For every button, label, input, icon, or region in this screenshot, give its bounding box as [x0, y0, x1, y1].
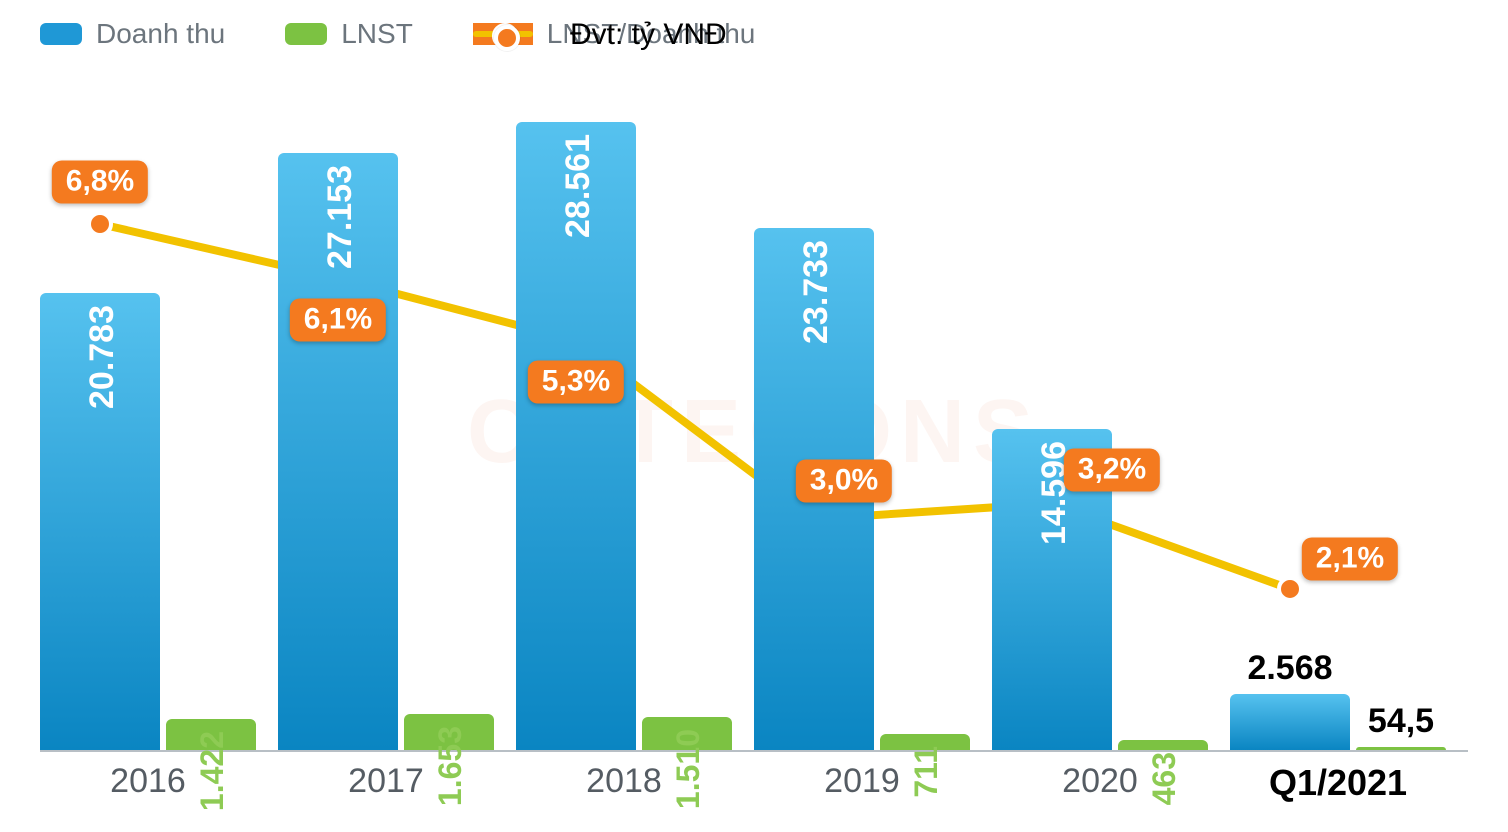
lnst-bar: 463: [1118, 740, 1208, 750]
revenue-bar-label: 28.561: [559, 134, 598, 238]
lnst-bar: 1.510: [642, 717, 732, 750]
revenue-bar: 27.153: [278, 153, 398, 750]
legend-swatch-doanh-thu: [40, 23, 82, 45]
lnst-bar: 711: [880, 734, 970, 750]
ratio-badge: 3,0%: [796, 460, 892, 503]
lnst-bar: 1.422: [166, 719, 256, 750]
legend-item-doanh-thu: Doanh thu: [40, 18, 225, 50]
x-axis-label: 2017: [278, 762, 494, 801]
legend-swatch-lnst: [285, 23, 327, 45]
x-axis-label: 2019: [754, 762, 970, 801]
ratio-badge: 6,8%: [52, 161, 148, 204]
revenue-bar-label: 2.568: [1247, 649, 1332, 688]
lnst-bar: 1.653: [404, 714, 494, 750]
revenue-bar: [1230, 694, 1350, 750]
lnst-bar-label: 54,5: [1368, 702, 1434, 741]
legend-swatch-ratio: [473, 23, 533, 45]
plot-area: COTECONS 20.7831.422201627.1531.65320172…: [40, 92, 1468, 752]
revenue-bar: 20.783: [40, 293, 160, 750]
x-axis-label: 2018: [516, 762, 732, 801]
revenue-bar-label: 20.783: [83, 305, 122, 409]
revenue-bar-label: 27.153: [321, 165, 360, 269]
x-axis-label: Q1/2021: [1230, 762, 1446, 804]
legend-label-lnst: LNST: [341, 18, 413, 50]
ratio-badge: 3,2%: [1064, 448, 1160, 491]
x-axis-label: 2016: [40, 762, 256, 801]
ratio-badge: 5,3%: [528, 361, 624, 404]
legend-item-lnst: LNST: [285, 18, 413, 50]
ratio-badge: 6,1%: [290, 299, 386, 342]
revenue-bar: 28.561: [516, 122, 636, 750]
legend-label-doanh-thu: Doanh thu: [96, 18, 225, 50]
x-axis-label: 2020: [992, 762, 1208, 801]
lnst-bar: [1356, 747, 1446, 750]
revenue-bar-label: 23.733: [797, 240, 836, 344]
unit-label: Đvt: tỷ VNĐ: [570, 18, 727, 52]
revenue-chart: Doanh thu LNST LNST/Doanh thu Đvt: tỷ VN…: [0, 0, 1508, 832]
ratio-badge: 2,1%: [1302, 537, 1398, 580]
